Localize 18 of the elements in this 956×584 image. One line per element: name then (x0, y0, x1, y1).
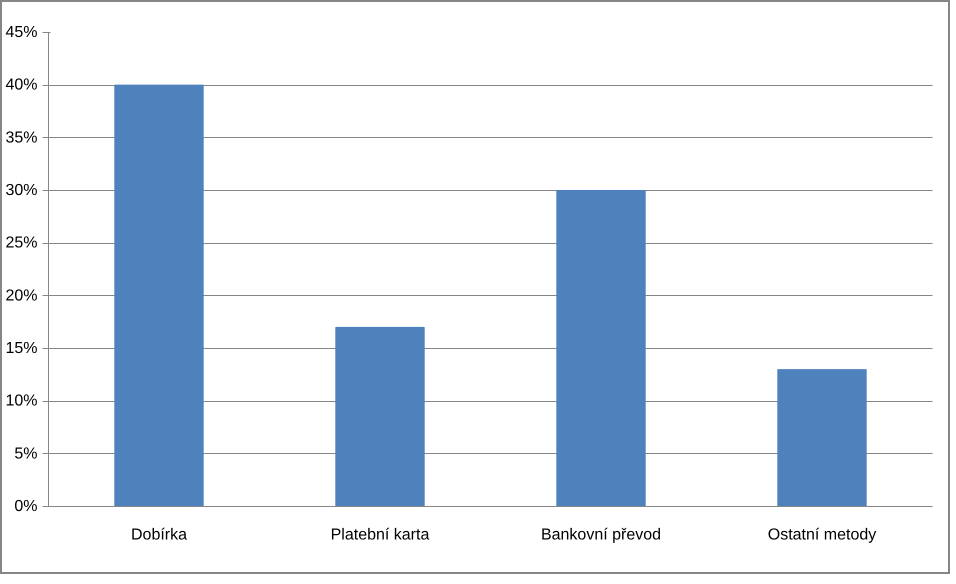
bar (556, 190, 646, 506)
y-tick-label: 15% (5, 340, 38, 357)
x-tick-label: Dobírka (130, 526, 188, 544)
y-tick-label: 30% (5, 182, 38, 199)
bar (114, 84, 204, 506)
y-tick-label: 45% (5, 24, 38, 41)
y-tick-label: 25% (5, 234, 38, 252)
y-tick-label: 20% (5, 287, 38, 304)
y-tick-label: 35% (5, 129, 38, 146)
x-tick-label: Bankovní převod (540, 526, 662, 544)
y-tick-label: 5% (14, 445, 38, 462)
bar (335, 326, 425, 506)
y-tick-label: 10% (5, 392, 38, 410)
x-tick-label: Ostatní metody (768, 526, 876, 544)
y-tick-label: 0% (14, 498, 38, 515)
x-tick-label: Platební karta (330, 526, 430, 544)
bar (777, 369, 867, 506)
y-tick-label: 40% (5, 76, 38, 94)
